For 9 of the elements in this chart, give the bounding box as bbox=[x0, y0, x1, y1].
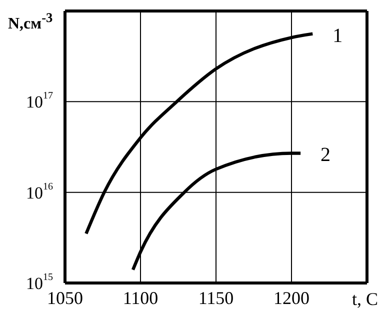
x-axis-title: t, C bbox=[352, 289, 378, 310]
x-tick-label: 1100 bbox=[122, 288, 158, 308]
y-tick-label: 10$^{16}$ bbox=[26, 181, 53, 202]
y-tick-label: 10$^{17}$ bbox=[26, 90, 53, 112]
y-axis-title: N,см$^{-3}$ bbox=[8, 10, 53, 34]
series-label: 1 bbox=[332, 24, 343, 47]
x-tick-label: 1150 bbox=[198, 288, 234, 308]
x-tick-label: 1200 bbox=[274, 288, 310, 308]
series-label: 2 bbox=[320, 144, 331, 166]
